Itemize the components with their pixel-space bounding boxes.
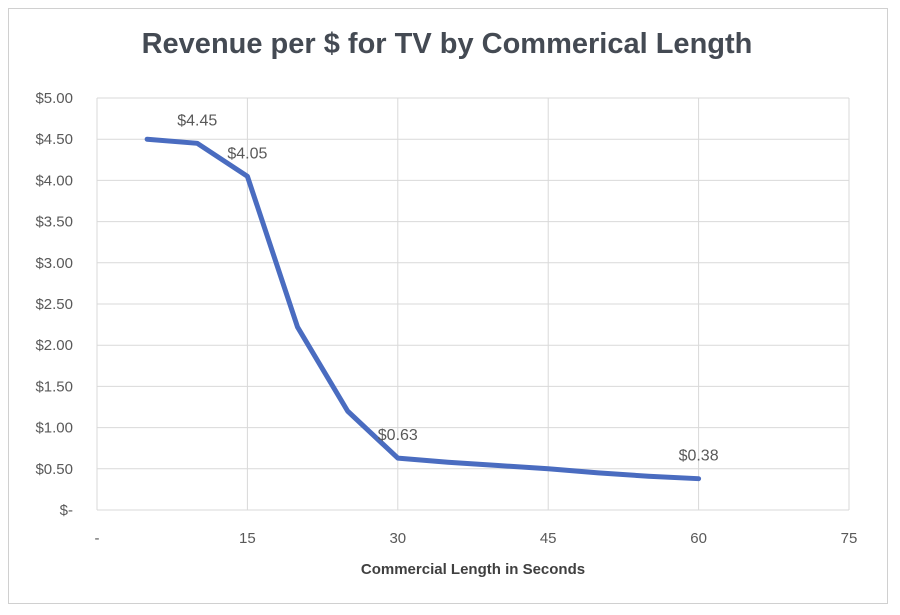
y-tick-label: $3.00 [35,255,73,272]
data-label: $0.38 [679,448,719,465]
x-tick-label: - [95,530,100,547]
gridlines [96,97,850,511]
x-axis-ticks: - 15 30 45 60 75 [95,530,858,547]
x-tick-label: 75 [841,530,858,547]
series-line [144,136,702,482]
y-tick-label: $- [60,502,73,519]
y-tick-label: $5.00 [35,90,73,107]
data-labels: $4.45 $4.05 $0.63 $0.38 [177,112,718,464]
y-tick-label: $4.50 [35,131,73,148]
chart-frame [8,8,888,604]
x-tick-label: 15 [239,530,256,547]
data-label: $4.05 [227,145,267,162]
y-tick-label: $3.50 [35,214,73,231]
y-tick-label: $2.00 [35,337,73,354]
y-tick-label: $2.50 [35,296,73,313]
data-label: $4.45 [177,112,217,129]
x-tick-label: 45 [540,530,557,547]
y-axis-ticks: $- $0.50 $1.00 $1.50 $2.00 $2.50 $3.00 $3.50 $4.… [35,90,73,519]
y-tick-label: $0.50 [35,461,73,478]
y-tick-label: $1.50 [35,378,73,395]
x-tick-label: 30 [389,530,406,547]
y-tick-label: $1.00 [35,420,73,437]
x-tick-label: 60 [690,530,707,547]
series-line-group [144,136,702,482]
data-label: $0.63 [378,427,418,444]
chart-title: Revenue per $ for TV by Commerical Lengt… [141,28,753,60]
y-tick-label: $4.00 [35,172,73,189]
x-axis-label: Commercial Length in Seconds [361,561,585,578]
